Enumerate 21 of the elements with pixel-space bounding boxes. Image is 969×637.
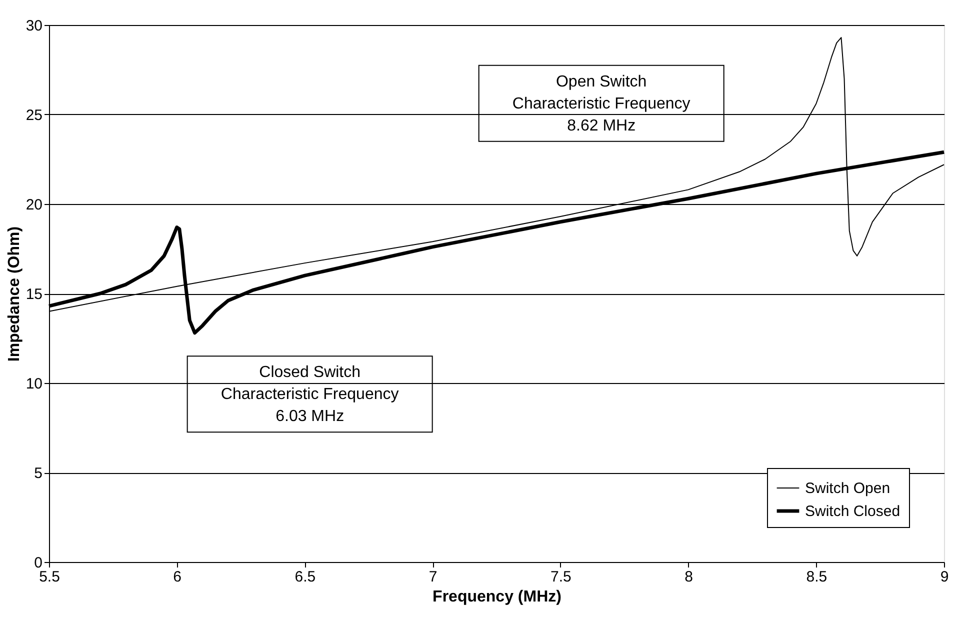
- x-tick-label: 7: [428, 568, 438, 586]
- y-tick-label: 30: [26, 18, 42, 34]
- annotation: Closed Switch Characteristic Frequency 6.03 MHz: [220, 364, 399, 426]
- y-tick-label: 0: [34, 554, 42, 572]
- legend-label: Switch Closed: [805, 503, 900, 520]
- y-tick-label: 25: [26, 107, 42, 124]
- x-tick-label: 9: [940, 568, 949, 586]
- x-tick-label: 8.5: [806, 568, 828, 586]
- x-axis-title: Frequency (MHz): [432, 588, 562, 606]
- x-tick-label: 6.5: [294, 568, 316, 586]
- x-tick-label: 5.5: [39, 568, 60, 586]
- y-tick-label: 5: [34, 465, 42, 482]
- x-tick-label: 8: [684, 568, 693, 586]
- annotation: Open Switch Characteristic Frequency 8.62 MHz: [512, 73, 690, 134]
- y-tick-label: 20: [26, 196, 42, 214]
- y-axis-title: Impedance (Ohm): [6, 226, 23, 362]
- legend-label: Switch Open: [805, 480, 890, 497]
- x-tick-label: 7.5: [550, 568, 572, 586]
- y-tick-label: 10: [26, 376, 42, 392]
- x-tick-label: 6: [173, 568, 182, 586]
- y-tick-label: 15: [26, 286, 42, 303]
